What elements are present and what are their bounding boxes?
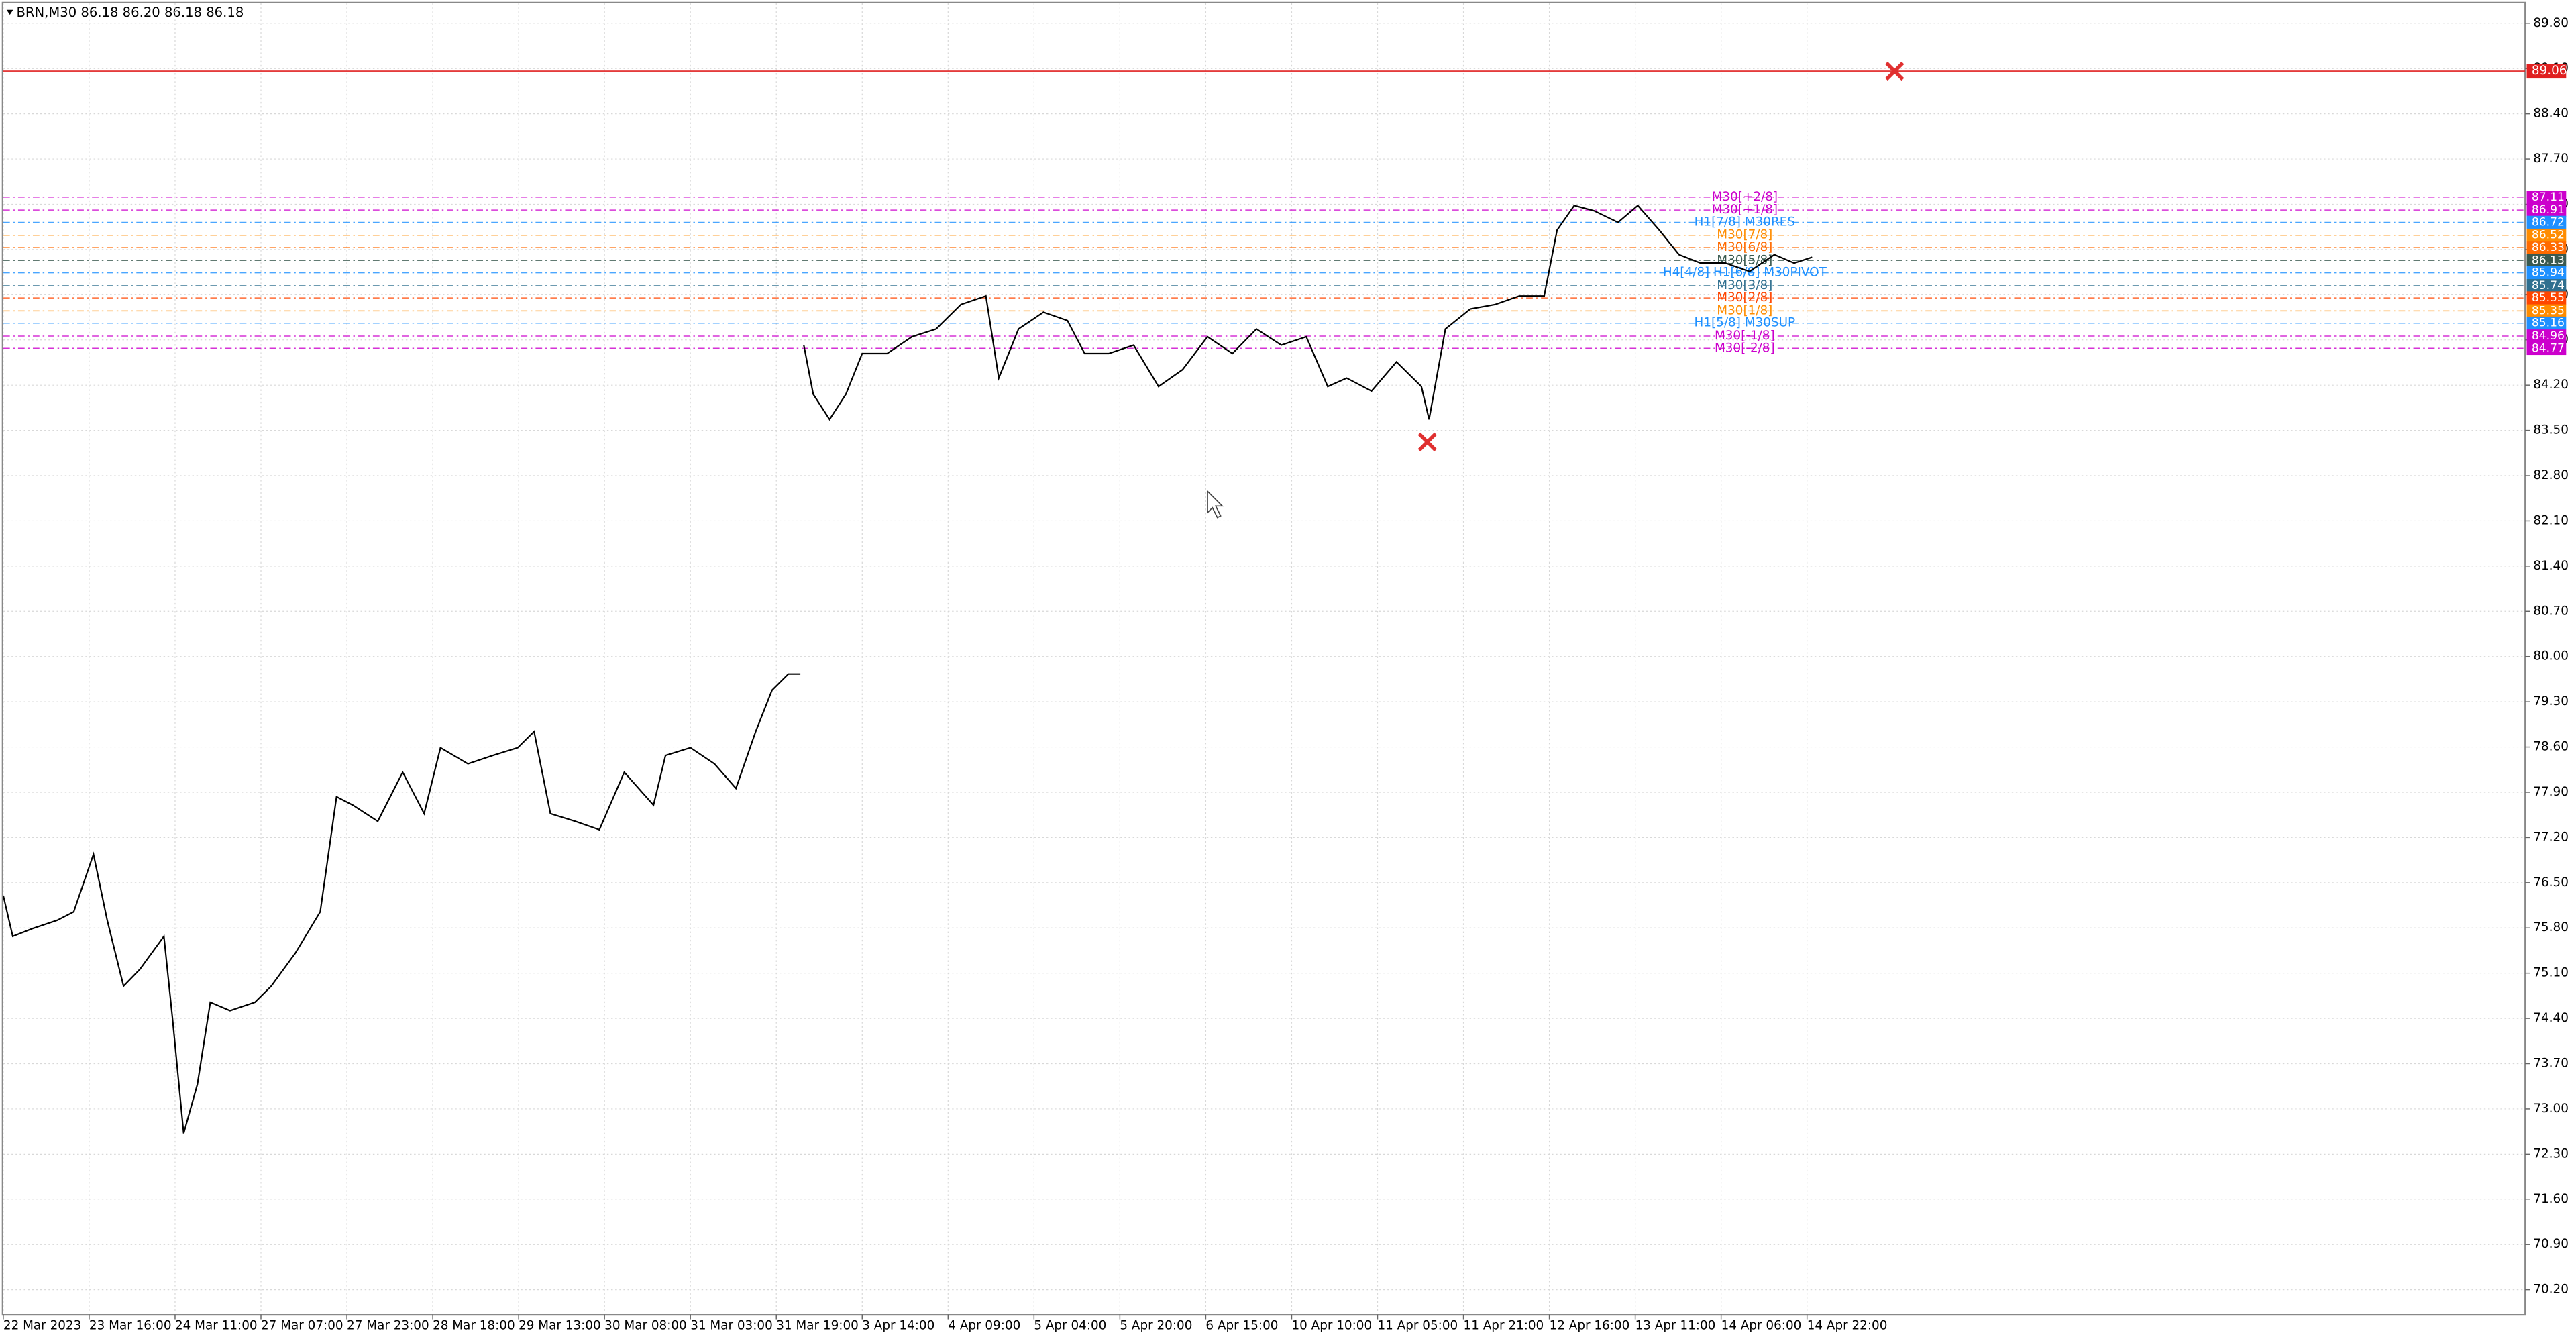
x-tick-label: 31 Mar 19:00 [776,1318,859,1332]
x-tick-label: 31 Mar 03:00 [690,1318,773,1332]
x-tick-label: 14 Apr 06:00 [1721,1318,1802,1332]
level-name: M30[+1/8] [1712,203,1778,217]
x-tick-label: 27 Mar 23:00 [347,1318,429,1332]
x-tick-label: 5 Apr 04:00 [1034,1318,1106,1332]
x-tick-label: 28 Mar 18:00 [433,1318,515,1332]
level-name: H4[4/8] H1[6/8] M30PIVOT [1663,266,1827,280]
level-label: 87.11 [2532,191,2565,204]
y-tick-label: 79.30 [2533,694,2569,708]
level-label: 85.94 [2532,266,2565,280]
level-name: M30[2/8] [1717,290,1772,305]
y-tick-label: 71.60 [2533,1192,2569,1206]
level-label: 85.55 [2532,291,2565,305]
x-tick-label: 5 Apr 20:00 [1120,1318,1192,1332]
x-tick-label: 23 Mar 16:00 [89,1318,172,1332]
x-tick-label: 24 Mar 11:00 [175,1318,258,1332]
y-tick-label: 77.20 [2533,830,2569,844]
level-name: H1[5/8] M30SUP [1695,316,1796,330]
level-label: 84.96 [2532,329,2565,343]
level-name: M30[1/8] [1717,303,1772,317]
y-tick-label: 77.90 [2533,785,2569,799]
level-label-box [2526,241,2567,254]
level-label-box [2526,215,2567,229]
y-tick-label: 82.80 [2533,468,2569,482]
level-label: 86.72 [2532,215,2565,229]
x-tick-label: 14 Apr 22:00 [1807,1318,1888,1332]
level-label: 86.33 [2532,241,2565,254]
y-tick-label: 72.30 [2533,1146,2569,1161]
y-tick-label: 73.00 [2533,1102,2569,1116]
x-tick-label: 3 Apr 14:00 [862,1318,934,1332]
price-series [803,204,1813,421]
level-label: 85.74 [2532,279,2565,292]
level-label-box [2526,316,2567,330]
y-tick-label: 74.40 [2533,1011,2569,1025]
level-label-box [2526,304,2567,318]
level-label: 86.13 [2532,254,2565,267]
y-tick-label: 70.90 [2533,1237,2569,1251]
price-label-box [2526,64,2567,79]
x-tick-label: 22 Mar 2023 [3,1318,81,1332]
x-tick-label: 13 Apr 11:00 [1635,1318,1716,1332]
title-arrow [6,9,13,15]
x-tick-label: 11 Apr 05:00 [1377,1318,1458,1332]
x-tick-label: 11 Apr 21:00 [1464,1318,1544,1332]
level-label: 84.77 [2532,341,2565,355]
level-label-box [2526,266,2567,280]
y-tick-label: 78.60 [2533,740,2569,754]
level-label-box [2526,291,2567,305]
plot-frame [1,1,2526,1316]
y-tick-label: 75.80 [2533,920,2569,934]
y-tick-label: 70.20 [2533,1283,2569,1297]
x-tick-label: 29 Mar 13:00 [519,1318,601,1332]
level-label-box [2526,191,2567,204]
y-tick-label: 87.70 [2533,152,2569,166]
y-tick-label: 81.40 [2533,559,2569,573]
y-tick-label: 76.50 [2533,875,2569,890]
level-label-box [2526,254,2567,268]
level-name: M30[7/8] [1717,228,1772,242]
y-tick-label: 80.00 [2533,649,2569,663]
level-label: 86.52 [2532,229,2565,242]
mouse-cursor [1207,490,1224,519]
y-tick-label: 75.10 [2533,966,2569,980]
level-name: M30[-2/8] [1715,341,1775,355]
cross-marker [1417,432,1437,452]
x-tick-label: 4 Apr 09:00 [948,1318,1020,1332]
level-name: H1[7/8] M30RES [1695,215,1795,229]
level-label: 86.91 [2532,203,2565,217]
x-tick-label: 12 Apr 16:00 [1550,1318,1630,1332]
level-name: M30[5/8] [1717,253,1772,267]
y-tick-label: 80.70 [2533,604,2569,618]
level-name: M30[+2/8] [1712,190,1778,204]
y-tick-label: 84.20 [2533,378,2569,392]
level-name: M30[3/8] [1717,278,1772,292]
price-label: 89.06 [2532,64,2567,78]
y-tick-label: 88.40 [2533,107,2569,121]
cross-marker [1885,61,1904,81]
y-tick-label: 83.50 [2533,423,2569,437]
level-label-box [2526,341,2567,356]
level-label-box [2526,203,2567,217]
level-label-box [2526,279,2567,292]
level-name: M30[6/8] [1717,240,1772,254]
level-label: 85.16 [2532,317,2565,330]
level-label-box [2526,329,2567,343]
x-tick-label: 10 Apr 10:00 [1291,1318,1372,1332]
y-tick-label: 73.70 [2533,1057,2569,1071]
level-label: 85.35 [2532,304,2565,317]
x-tick-label: 6 Apr 15:00 [1205,1318,1278,1332]
x-tick-label: 30 Mar 08:00 [604,1318,687,1332]
y-tick-label: 89.80 [2533,16,2569,30]
level-name: M30[-1/8] [1715,329,1775,343]
x-tick-label: 27 Mar 07:00 [261,1318,343,1332]
y-tick-label: 82.10 [2533,513,2569,527]
chart-title: BRN,M30 86.18 86.20 86.18 86.18 [16,5,244,20]
price-series [2,673,801,1134]
level-label-box [2526,228,2567,242]
